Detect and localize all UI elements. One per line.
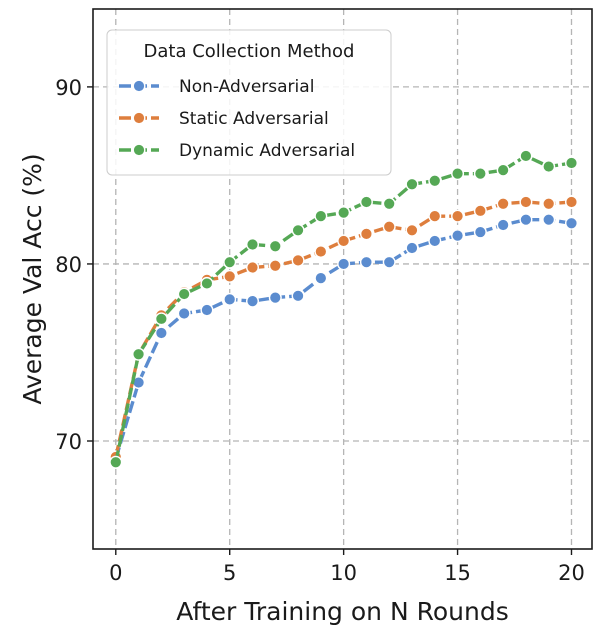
data-point [291,289,305,303]
x-axis-label: After Training on N Rounds [176,597,508,626]
legend-label: Non-Adversarial [179,77,314,97]
data-point [382,220,396,234]
data-point [200,276,214,290]
data-point [223,269,237,283]
legend: Data Collection Method Non-Adversarial St… [106,29,392,176]
data-point [451,167,465,181]
data-point [337,206,351,220]
plot-area-frame [92,8,593,550]
series-lines [109,149,578,469]
y-axis-label: Average Val Acc (%) [18,153,47,404]
data-point [291,223,305,237]
legend-items: Non-Adversarial Static Adversarial Dynamic… [119,77,355,161]
data-point [542,160,556,174]
data-point [154,312,168,326]
data-point [177,307,191,321]
data-point [542,197,556,211]
data-point [268,291,282,305]
data-point [405,177,419,191]
data-point [428,209,442,223]
data-point [405,223,419,237]
data-point [428,234,442,248]
data-point [382,255,396,269]
data-point [359,227,373,241]
data-point [405,241,419,255]
y-tick-label: 70 [55,430,82,454]
data-point [268,239,282,253]
data-point [496,218,510,232]
data-point [245,260,259,274]
data-point [382,197,396,211]
data-point [496,197,510,211]
data-point [337,257,351,271]
y-tick-label: 90 [55,76,82,100]
legend-swatch-marker [132,111,146,125]
x-tick-label: 20 [558,561,585,585]
data-point [359,255,373,269]
data-point [519,149,533,163]
legend-box [106,29,392,176]
data-point [223,292,237,306]
data-point [314,245,328,259]
data-point [496,163,510,177]
data-point [519,195,533,209]
data-point [177,287,191,301]
x-tick-label: 10 [330,561,357,585]
data-point [154,326,168,340]
data-point [451,209,465,223]
legend-label: Dynamic Adversarial [179,141,355,161]
data-point [564,195,578,209]
data-point [337,234,351,248]
x-tick-label: 15 [444,561,471,585]
axis-ticks: 0 5 10 15 20 70 80 90 [55,76,585,585]
data-point [473,167,487,181]
data-point [473,225,487,239]
data-point [200,303,214,317]
legend-item: Non-Adversarial [119,77,314,97]
data-point [564,216,578,230]
data-point [245,237,259,251]
legend-title: Data Collection Method [144,41,355,62]
data-point [109,455,123,469]
data-point [428,174,442,188]
data-point [473,204,487,218]
legend-label: Static Adversarial [179,109,329,129]
legend-item: Static Adversarial [119,109,329,129]
data-point [245,294,259,308]
legend-item: Dynamic Adversarial [119,141,355,161]
data-point [564,156,578,170]
legend-swatch-marker [132,79,146,93]
data-point [542,213,556,227]
x-tick-label: 0 [109,561,122,585]
data-point [314,271,328,285]
data-point [132,347,146,361]
y-tick-label: 80 [55,253,82,277]
data-point [268,259,282,273]
legend-swatch-marker [132,143,146,157]
data-point [314,209,328,223]
series-dynamic-adversarial [109,149,578,469]
series-static-adversarial [109,195,578,464]
data-point [359,195,373,209]
data-point [451,229,465,243]
data-point [223,255,237,269]
x-tick-label: 5 [223,561,236,585]
data-point [519,213,533,227]
data-point [291,253,305,267]
